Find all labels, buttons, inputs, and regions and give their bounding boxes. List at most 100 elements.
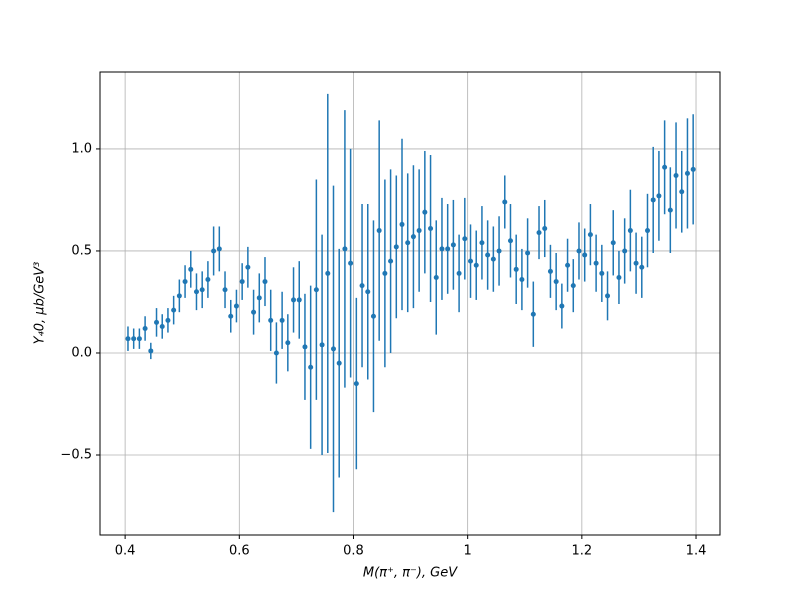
data-point — [599, 270, 605, 276]
data-point — [205, 277, 211, 283]
data-point — [296, 297, 302, 303]
data-point — [393, 244, 399, 250]
data-point — [610, 240, 616, 246]
data-point — [633, 260, 639, 266]
data-point — [233, 303, 239, 309]
data-point — [479, 240, 485, 246]
data-point — [422, 209, 428, 215]
y-tick-label: 0.0 — [71, 345, 92, 360]
data-point — [228, 313, 234, 319]
data-point — [268, 317, 274, 323]
data-point — [273, 350, 279, 356]
data-point — [605, 293, 611, 299]
data-point — [325, 270, 331, 276]
data-point — [165, 317, 171, 323]
data-point — [456, 270, 462, 276]
data-point — [502, 199, 508, 205]
data-point — [308, 364, 314, 370]
data-point — [507, 238, 513, 244]
data-point — [159, 323, 165, 329]
x-tick-label: 0.8 — [343, 544, 364, 559]
data-point — [439, 246, 445, 252]
data-point — [547, 268, 553, 274]
data-point — [496, 248, 502, 254]
data-point — [245, 264, 251, 270]
data-point — [576, 248, 582, 254]
y-tick-label: 1.0 — [71, 141, 92, 156]
data-point — [405, 240, 411, 246]
y-tick-label: 0.5 — [71, 243, 92, 258]
data-point — [182, 279, 188, 285]
data-point — [388, 258, 394, 264]
data-point — [627, 228, 633, 234]
x-tick-label: 1.4 — [686, 544, 707, 559]
data-point — [462, 236, 468, 242]
data-point — [485, 252, 491, 258]
x-tick-label: 1 — [464, 544, 472, 559]
y-tick-label: −0.5 — [60, 448, 92, 463]
data-point — [365, 289, 371, 295]
data-point — [565, 262, 571, 268]
data-point — [639, 264, 645, 270]
data-point — [468, 258, 474, 264]
data-point — [176, 293, 182, 299]
data-point — [193, 289, 199, 295]
data-point — [279, 317, 285, 323]
data-point — [662, 164, 668, 170]
data-point — [553, 279, 559, 285]
data-point — [684, 170, 690, 176]
data-point — [251, 309, 257, 315]
data-point — [587, 232, 593, 238]
data-point — [656, 193, 662, 199]
data-point — [148, 348, 154, 354]
data-point — [336, 360, 342, 366]
plot-frame — [99, 71, 721, 536]
data-point — [667, 207, 673, 213]
data-point — [370, 313, 376, 319]
data-point — [171, 307, 177, 313]
data-point — [353, 381, 359, 387]
data-point — [650, 197, 656, 203]
data-point — [330, 346, 336, 352]
data-point — [679, 189, 685, 195]
data-point — [348, 260, 354, 266]
data-point — [285, 340, 291, 346]
data-point — [342, 246, 348, 252]
data-point — [559, 303, 565, 309]
data-point — [416, 228, 422, 234]
data-point — [445, 246, 451, 252]
data-point — [382, 270, 388, 276]
data-point — [239, 279, 245, 285]
data-point — [131, 336, 137, 342]
data-point — [542, 226, 548, 232]
data-point — [582, 252, 588, 258]
data-point — [211, 248, 217, 254]
data-point — [216, 246, 222, 252]
data-point — [262, 279, 268, 285]
y-axis-label: Y₄0, μb/GeV³ — [33, 262, 48, 345]
data-point — [622, 248, 628, 254]
data-point — [359, 283, 365, 289]
data-point — [673, 172, 679, 178]
data-point — [616, 274, 622, 280]
data-point — [490, 256, 496, 262]
data-point — [291, 297, 297, 303]
data-point — [644, 228, 650, 234]
data-point — [302, 344, 308, 350]
data-point — [536, 230, 542, 236]
data-point — [410, 234, 416, 240]
data-point — [690, 166, 696, 172]
x-axis-label: M(π⁺, π⁻), GeV — [363, 566, 458, 581]
data-point — [142, 325, 148, 331]
data-point — [256, 295, 262, 301]
data-point — [525, 250, 531, 256]
data-point — [319, 342, 325, 348]
data-point — [313, 287, 319, 293]
data-point — [570, 283, 576, 289]
x-tick-label: 1.2 — [571, 544, 592, 559]
data-point — [399, 221, 405, 227]
x-tick-label: 0.4 — [115, 544, 136, 559]
x-tick-label: 0.6 — [229, 544, 250, 559]
data-point — [154, 319, 160, 325]
